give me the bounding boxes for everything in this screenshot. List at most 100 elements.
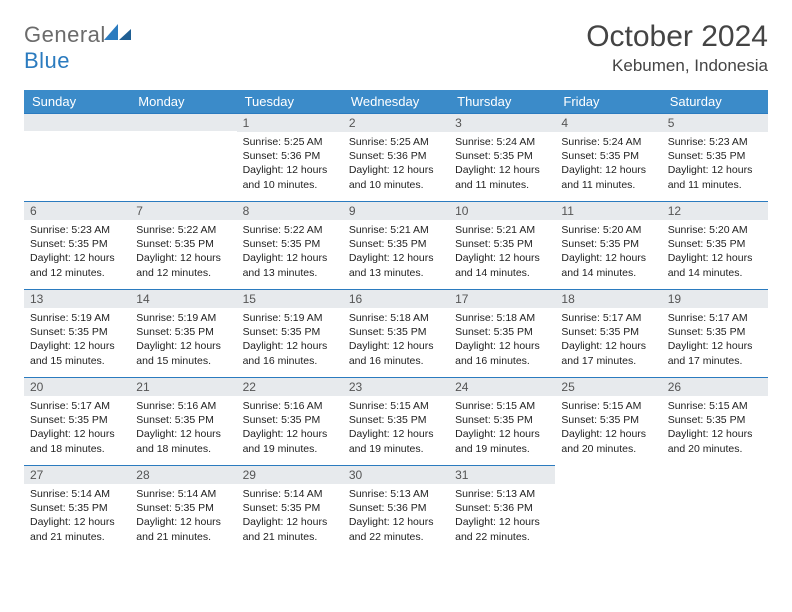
calendar-day-cell: 17Sunrise: 5:18 AMSunset: 5:35 PMDayligh…	[449, 289, 555, 377]
day-details: Sunrise: 5:15 AMSunset: 5:35 PMDaylight:…	[662, 396, 768, 462]
calendar-day-cell: 5Sunrise: 5:23 AMSunset: 5:35 PMDaylight…	[662, 113, 768, 201]
calendar-day-cell: 11Sunrise: 5:20 AMSunset: 5:35 PMDayligh…	[555, 201, 661, 289]
sunset-line: Sunset: 5:35 PM	[136, 501, 230, 515]
day-number: 17	[449, 289, 555, 308]
sunrise-line: Sunrise: 5:24 AM	[455, 135, 549, 149]
day-number: 19	[662, 289, 768, 308]
calendar-day-cell: 9Sunrise: 5:21 AMSunset: 5:35 PMDaylight…	[343, 201, 449, 289]
daylight-line: Daylight: 12 hours and 13 minutes.	[349, 251, 443, 279]
daylight-line: Daylight: 12 hours and 14 minutes.	[668, 251, 762, 279]
sunset-line: Sunset: 5:35 PM	[243, 501, 337, 515]
logo-text-blue: Blue	[24, 48, 70, 73]
sunrise-line: Sunrise: 5:16 AM	[136, 399, 230, 413]
day-number: 12	[662, 201, 768, 220]
day-number: 11	[555, 201, 661, 220]
sunset-line: Sunset: 5:36 PM	[243, 149, 337, 163]
daylight-line: Daylight: 12 hours and 19 minutes.	[243, 427, 337, 455]
day-details: Sunrise: 5:21 AMSunset: 5:35 PMDaylight:…	[343, 220, 449, 286]
col-thursday: Thursday	[449, 90, 555, 113]
sunrise-line: Sunrise: 5:25 AM	[243, 135, 337, 149]
sunrise-line: Sunrise: 5:15 AM	[668, 399, 762, 413]
sunrise-line: Sunrise: 5:23 AM	[30, 223, 124, 237]
sunrise-line: Sunrise: 5:17 AM	[561, 311, 655, 325]
day-details: Sunrise: 5:17 AMSunset: 5:35 PMDaylight:…	[662, 308, 768, 374]
sunrise-line: Sunrise: 5:19 AM	[136, 311, 230, 325]
day-details: Sunrise: 5:15 AMSunset: 5:35 PMDaylight:…	[555, 396, 661, 462]
daylight-line: Daylight: 12 hours and 11 minutes.	[668, 163, 762, 191]
sunset-line: Sunset: 5:35 PM	[455, 237, 549, 251]
sunrise-line: Sunrise: 5:15 AM	[561, 399, 655, 413]
calendar-day-cell: 7Sunrise: 5:22 AMSunset: 5:35 PMDaylight…	[130, 201, 236, 289]
daylight-line: Daylight: 12 hours and 17 minutes.	[561, 339, 655, 367]
calendar-week-row: 6Sunrise: 5:23 AMSunset: 5:35 PMDaylight…	[24, 201, 768, 289]
day-details: Sunrise: 5:13 AMSunset: 5:36 PMDaylight:…	[343, 484, 449, 550]
col-monday: Monday	[130, 90, 236, 113]
calendar-day-cell: 22Sunrise: 5:16 AMSunset: 5:35 PMDayligh…	[237, 377, 343, 465]
sunset-line: Sunset: 5:35 PM	[455, 149, 549, 163]
calendar-day-cell: 30Sunrise: 5:13 AMSunset: 5:36 PMDayligh…	[343, 465, 449, 553]
logo-sail-icon	[104, 22, 132, 42]
day-number: 9	[343, 201, 449, 220]
calendar-header-row: Sunday Monday Tuesday Wednesday Thursday…	[24, 90, 768, 113]
calendar-day-cell: 21Sunrise: 5:16 AMSunset: 5:35 PMDayligh…	[130, 377, 236, 465]
day-number: 23	[343, 377, 449, 396]
logo: General Blue	[24, 20, 132, 74]
sunrise-line: Sunrise: 5:16 AM	[243, 399, 337, 413]
day-details: Sunrise: 5:24 AMSunset: 5:35 PMDaylight:…	[449, 132, 555, 198]
day-number: 2	[343, 113, 449, 132]
sunset-line: Sunset: 5:35 PM	[30, 413, 124, 427]
daylight-line: Daylight: 12 hours and 10 minutes.	[243, 163, 337, 191]
daylight-line: Daylight: 12 hours and 14 minutes.	[561, 251, 655, 279]
logo-text-general: General	[24, 22, 106, 47]
calendar-day-cell: 2Sunrise: 5:25 AMSunset: 5:36 PMDaylight…	[343, 113, 449, 201]
sunset-line: Sunset: 5:35 PM	[136, 237, 230, 251]
day-details: Sunrise: 5:25 AMSunset: 5:36 PMDaylight:…	[237, 132, 343, 198]
daylight-line: Daylight: 12 hours and 22 minutes.	[455, 515, 549, 543]
calendar-day-cell: 15Sunrise: 5:19 AMSunset: 5:35 PMDayligh…	[237, 289, 343, 377]
day-details: Sunrise: 5:23 AMSunset: 5:35 PMDaylight:…	[24, 220, 130, 286]
day-number: 14	[130, 289, 236, 308]
col-saturday: Saturday	[662, 90, 768, 113]
calendar-day-cell: 27Sunrise: 5:14 AMSunset: 5:35 PMDayligh…	[24, 465, 130, 553]
calendar-day-cell: 24Sunrise: 5:15 AMSunset: 5:35 PMDayligh…	[449, 377, 555, 465]
day-number: 16	[343, 289, 449, 308]
daylight-line: Daylight: 12 hours and 17 minutes.	[668, 339, 762, 367]
daylight-line: Daylight: 12 hours and 12 minutes.	[30, 251, 124, 279]
daylight-line: Daylight: 12 hours and 20 minutes.	[561, 427, 655, 455]
sunset-line: Sunset: 5:35 PM	[243, 325, 337, 339]
col-tuesday: Tuesday	[237, 90, 343, 113]
day-details: Sunrise: 5:14 AMSunset: 5:35 PMDaylight:…	[130, 484, 236, 550]
calendar-day-cell: 1Sunrise: 5:25 AMSunset: 5:36 PMDaylight…	[237, 113, 343, 201]
day-details: Sunrise: 5:15 AMSunset: 5:35 PMDaylight:…	[343, 396, 449, 462]
sunrise-line: Sunrise: 5:21 AM	[455, 223, 549, 237]
sunset-line: Sunset: 5:36 PM	[455, 501, 549, 515]
page-subtitle: Kebumen, Indonesia	[586, 56, 768, 76]
day-details: Sunrise: 5:16 AMSunset: 5:35 PMDaylight:…	[130, 396, 236, 462]
sunrise-line: Sunrise: 5:15 AM	[349, 399, 443, 413]
day-details: Sunrise: 5:19 AMSunset: 5:35 PMDaylight:…	[130, 308, 236, 374]
calendar-day-cell: 13Sunrise: 5:19 AMSunset: 5:35 PMDayligh…	[24, 289, 130, 377]
sunrise-line: Sunrise: 5:22 AM	[136, 223, 230, 237]
page-header: General Blue October 2024 Kebumen, Indon…	[24, 20, 768, 76]
calendar-day-cell: 3Sunrise: 5:24 AMSunset: 5:35 PMDaylight…	[449, 113, 555, 201]
calendar-day-cell: 26Sunrise: 5:15 AMSunset: 5:35 PMDayligh…	[662, 377, 768, 465]
daylight-line: Daylight: 12 hours and 21 minutes.	[243, 515, 337, 543]
calendar-day-cell: 16Sunrise: 5:18 AMSunset: 5:35 PMDayligh…	[343, 289, 449, 377]
sunset-line: Sunset: 5:35 PM	[561, 413, 655, 427]
daylight-line: Daylight: 12 hours and 18 minutes.	[136, 427, 230, 455]
day-details: Sunrise: 5:17 AMSunset: 5:35 PMDaylight:…	[555, 308, 661, 374]
sunrise-line: Sunrise: 5:13 AM	[455, 487, 549, 501]
daylight-line: Daylight: 12 hours and 15 minutes.	[30, 339, 124, 367]
logo-text: General Blue	[24, 20, 132, 74]
empty-day-bar	[130, 113, 236, 131]
sunset-line: Sunset: 5:35 PM	[136, 413, 230, 427]
calendar-day-cell	[130, 113, 236, 201]
calendar-day-cell: 18Sunrise: 5:17 AMSunset: 5:35 PMDayligh…	[555, 289, 661, 377]
col-wednesday: Wednesday	[343, 90, 449, 113]
calendar-week-row: 20Sunrise: 5:17 AMSunset: 5:35 PMDayligh…	[24, 377, 768, 465]
day-number: 27	[24, 465, 130, 484]
sunset-line: Sunset: 5:35 PM	[455, 413, 549, 427]
calendar-day-cell	[24, 113, 130, 201]
calendar-day-cell: 6Sunrise: 5:23 AMSunset: 5:35 PMDaylight…	[24, 201, 130, 289]
day-details: Sunrise: 5:21 AMSunset: 5:35 PMDaylight:…	[449, 220, 555, 286]
